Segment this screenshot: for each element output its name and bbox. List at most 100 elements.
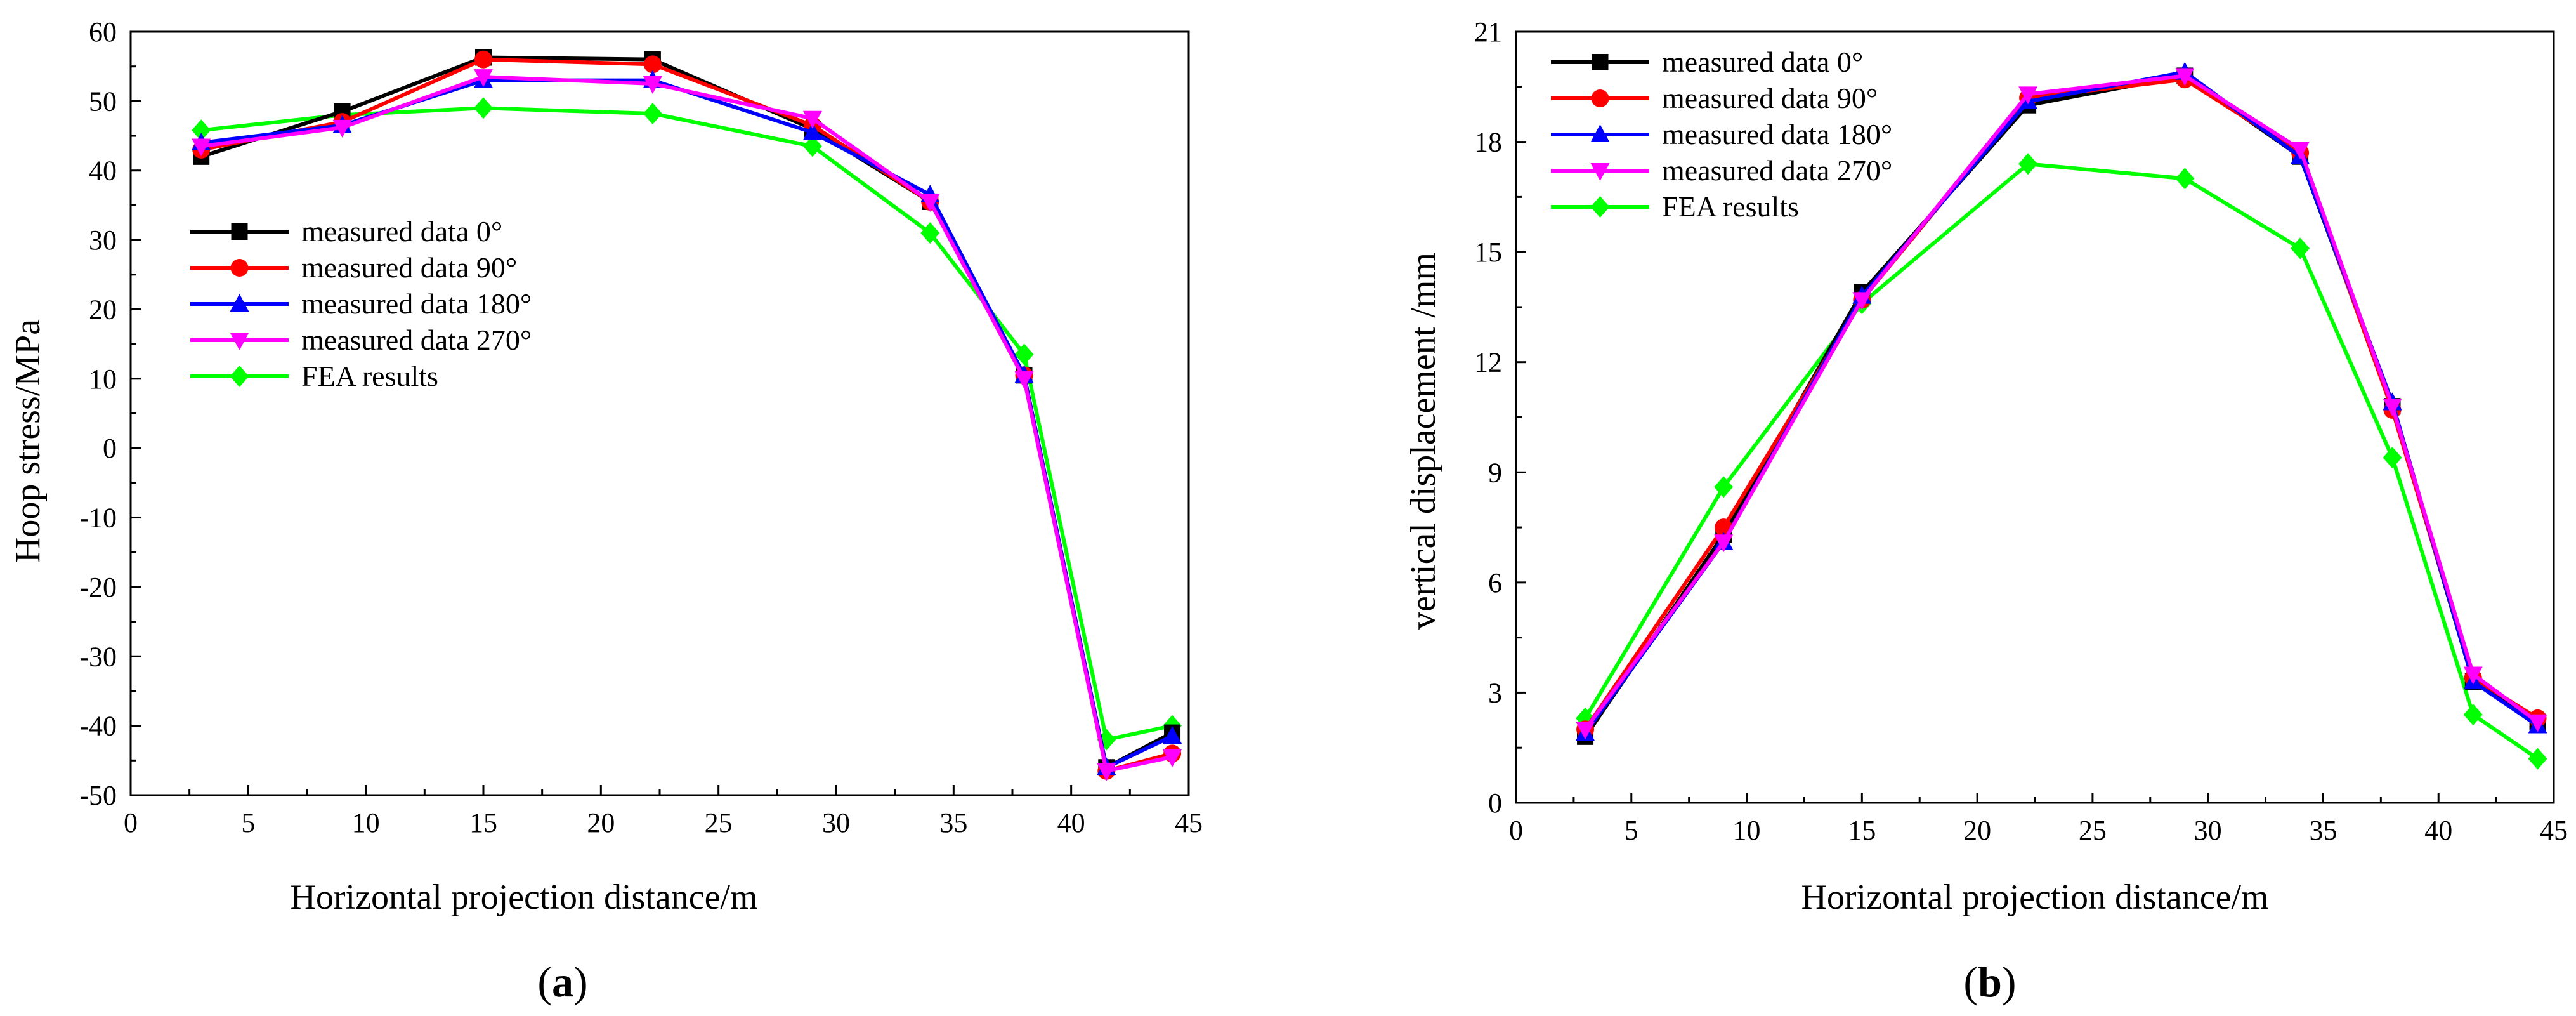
data-point xyxy=(192,119,211,142)
data-point xyxy=(1852,292,1872,310)
legend-item: FEA results xyxy=(1551,190,1799,223)
series-3 xyxy=(192,69,1182,781)
data-point xyxy=(2528,748,2547,770)
data-point xyxy=(802,135,822,157)
caption-b: (b) xyxy=(1963,958,2016,1006)
y-tick-label: 6 xyxy=(1488,567,1502,598)
data-point xyxy=(1014,371,1034,389)
x-axis-title-b: Horizontal projection distance/m xyxy=(1801,878,2268,917)
x-tick-label: 5 xyxy=(241,807,255,838)
chart-panel-b: 0 5 10 15 20 25 30 35 40 45 0 3 6 9 12 15 18 21 Horizonta… xyxy=(1404,16,2568,1006)
x-tick-label: 40 xyxy=(2424,815,2452,846)
y-tick-label: -50 xyxy=(79,780,117,811)
legend-marker xyxy=(230,333,249,350)
x-tick-label: 30 xyxy=(2194,815,2222,846)
y-tick-label: -20 xyxy=(79,572,117,603)
data-point xyxy=(1014,343,1034,366)
legend-marker xyxy=(231,223,248,240)
data-point xyxy=(1576,722,1595,740)
caption-a-letter: a xyxy=(552,958,573,1006)
legend-marker xyxy=(1591,89,1609,107)
legend-marker xyxy=(230,366,249,387)
y-tick-label: 21 xyxy=(1474,16,1502,48)
data-point xyxy=(643,76,662,95)
data-point xyxy=(474,69,493,88)
y-tick-label: 9 xyxy=(1488,457,1502,488)
data-point xyxy=(1097,763,1116,781)
data-point xyxy=(1163,726,1182,744)
data-point xyxy=(474,50,492,69)
y-axis-title-b: vertical displacement /mm xyxy=(1404,253,1443,630)
caption-a-close: ) xyxy=(573,958,588,1006)
series-3 xyxy=(1576,68,2547,740)
y-tick-label: 30 xyxy=(89,225,117,256)
x-tick-label: 5 xyxy=(1625,815,1638,846)
legend-label: measured data 180° xyxy=(1662,118,1892,150)
x-tick-label: 0 xyxy=(1509,815,1523,846)
legend-label: FEA results xyxy=(1662,190,1799,223)
data-point xyxy=(1163,749,1182,767)
data-point xyxy=(920,194,940,212)
caption-b-close: ) xyxy=(2002,958,2017,1006)
legend-a: measured data 0°measured data 90°measure… xyxy=(190,215,532,392)
y-tick-label: 0 xyxy=(103,433,117,464)
data-point xyxy=(2175,168,2195,190)
y-tick-label: 60 xyxy=(89,16,117,48)
y-tick-label: 18 xyxy=(1474,127,1502,158)
x-tick-label: 15 xyxy=(1848,815,1876,846)
y-tick-label: 50 xyxy=(89,86,117,117)
legend-item: measured data 180° xyxy=(190,287,532,320)
data-point xyxy=(1714,476,1734,498)
legend-label: measured data 0° xyxy=(1662,46,1863,78)
data-point xyxy=(474,97,493,119)
data-point xyxy=(332,119,352,138)
data-point xyxy=(643,103,662,125)
legend-label: FEA results xyxy=(301,360,438,392)
data-point xyxy=(2383,399,2402,417)
legend-label: measured data 90° xyxy=(1662,82,1878,114)
x-tick-label: 35 xyxy=(939,807,967,838)
y-tick-label: 20 xyxy=(89,294,117,325)
legend-item: measured data 180° xyxy=(1551,118,1892,150)
y-tick-label: -40 xyxy=(79,711,117,742)
data-point xyxy=(2018,153,2038,175)
data-point xyxy=(192,138,211,157)
chart-panel-a: 0 5 10 15 20 25 30 35 40 45 -50 -40 -30 -20 -10 0 10 20 30… xyxy=(8,16,1203,1006)
legend-marker xyxy=(230,259,249,277)
series-layer-a xyxy=(192,49,1182,781)
legend-label: measured data 90° xyxy=(301,251,517,284)
caption-b-letter: b xyxy=(1978,958,2002,1006)
data-point xyxy=(2291,237,2310,260)
series-layer-b xyxy=(1576,62,2547,770)
ticks-b: 0 5 10 15 20 25 30 35 40 45 0 3 6 9 12 15 18 21 xyxy=(1474,16,2568,846)
data-point xyxy=(2383,447,2402,469)
y-tick-label: 40 xyxy=(89,155,117,187)
legend-item: measured data 270° xyxy=(1551,154,1892,187)
y-tick-label: -10 xyxy=(79,503,117,534)
legend-item: measured data 90° xyxy=(190,251,517,284)
x-tick-label: 15 xyxy=(469,807,497,838)
data-point xyxy=(2018,86,2038,105)
data-point xyxy=(643,55,662,74)
ticks-a: 0 5 10 15 20 25 30 35 40 45 -50 -40 -30 -20 -10 0 10 20 30… xyxy=(79,16,1203,838)
data-point xyxy=(2463,666,2483,685)
x-tick-label: 45 xyxy=(1175,807,1203,838)
data-point xyxy=(2175,68,2195,86)
legend-label: measured data 0° xyxy=(301,215,502,247)
legend-item: measured data 0° xyxy=(1551,46,1863,78)
caption-b-open: ( xyxy=(1963,958,1978,1006)
legend-item: measured data 270° xyxy=(190,324,532,356)
y-tick-label: 15 xyxy=(1474,237,1502,268)
data-point xyxy=(2528,714,2547,732)
data-point xyxy=(1714,534,1734,553)
x-tick-label: 45 xyxy=(2540,815,2568,846)
legend-label: measured data 180° xyxy=(301,287,532,320)
x-tick-label: 30 xyxy=(822,807,850,838)
x-tick-label: 25 xyxy=(705,807,733,838)
x-tick-label: 10 xyxy=(352,807,380,838)
legend-marker xyxy=(1590,124,1610,142)
data-point xyxy=(802,110,822,129)
x-tick-label: 0 xyxy=(124,807,138,838)
y-tick-label: 12 xyxy=(1474,347,1502,378)
